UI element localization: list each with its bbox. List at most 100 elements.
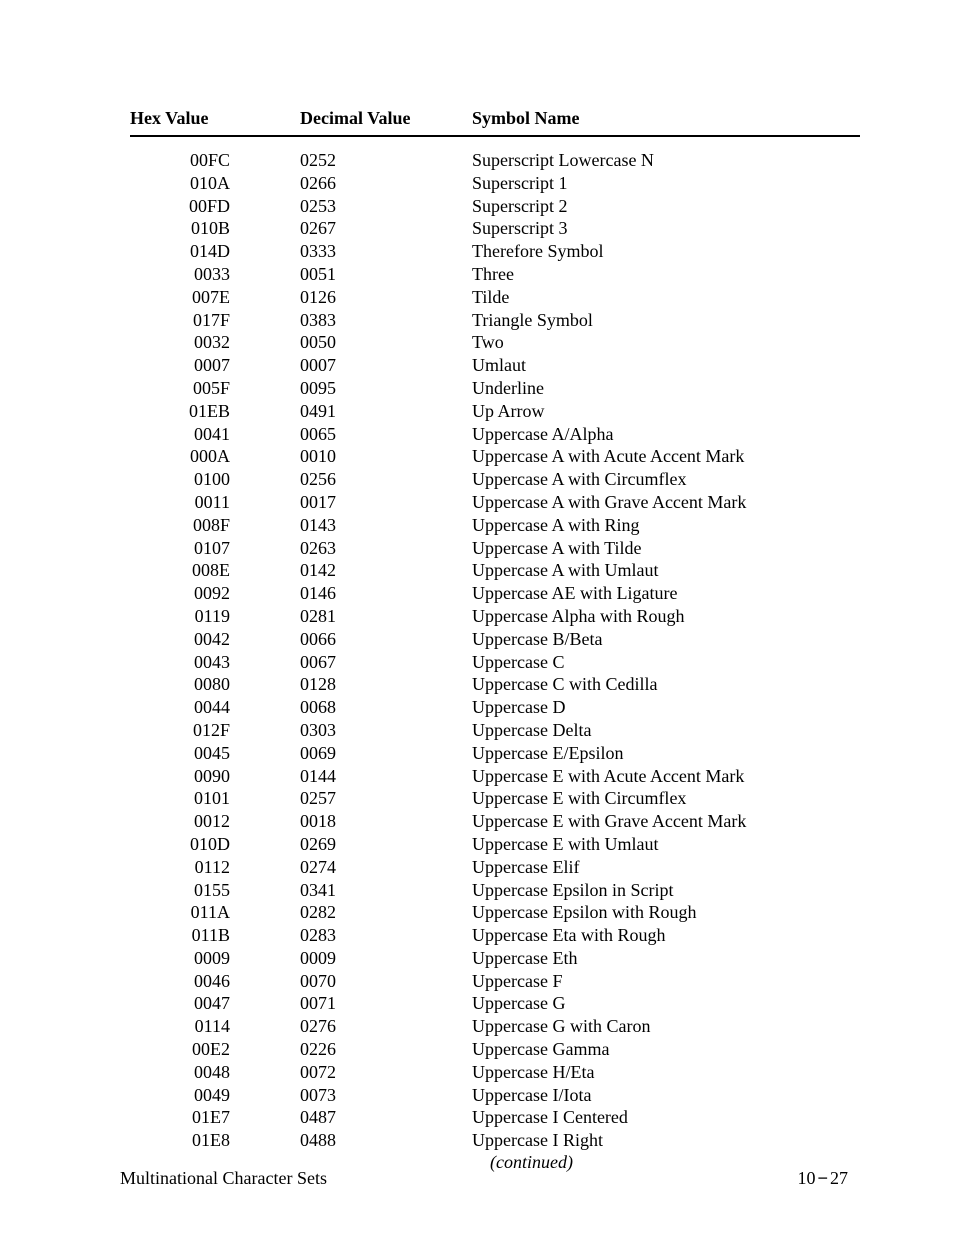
cell-hex: 00FD (130, 195, 300, 218)
cell-dec: 0267 (300, 217, 472, 240)
cell-hex: 01E7 (130, 1106, 300, 1129)
cell-hex: 0049 (130, 1084, 300, 1107)
table-row: 00410065Uppercase A/Alpha (130, 423, 860, 446)
footer-dash: − (815, 1168, 830, 1189)
table-row: 00420066Uppercase B/Beta (130, 628, 860, 651)
cell-name: Three (472, 263, 860, 286)
cell-dec: 0491 (300, 400, 472, 423)
footer-chapter: 10 (797, 1168, 815, 1189)
cell-hex: 0046 (130, 970, 300, 993)
cell-name: Umlaut (472, 354, 860, 377)
cell-name: Uppercase Elif (472, 856, 860, 879)
cell-dec: 0050 (300, 331, 472, 354)
table-row: 00920146Uppercase AE with Ligature (130, 582, 860, 605)
cell-name: Tilde (472, 286, 860, 309)
cell-dec: 0144 (300, 765, 472, 788)
cell-name: Uppercase H/Eta (472, 1061, 860, 1084)
cell-name: Uppercase A with Circumflex (472, 468, 860, 491)
cell-dec: 0283 (300, 924, 472, 947)
cell-hex: 0119 (130, 605, 300, 628)
cell-hex: 0009 (130, 947, 300, 970)
cell-name: Uppercase E with Umlaut (472, 833, 860, 856)
table-body: 00FC0252Superscript Lowercase N010A0266S… (130, 137, 860, 1152)
table-row: 017F0383Triangle Symbol (130, 309, 860, 332)
table-row: 01010257Uppercase E with Circumflex (130, 787, 860, 810)
cell-name: Uppercase E with Circumflex (472, 787, 860, 810)
cell-dec: 0383 (300, 309, 472, 332)
cell-hex: 0007 (130, 354, 300, 377)
cell-hex: 00FC (130, 149, 300, 172)
table-row: 010A0266Superscript 1 (130, 172, 860, 195)
cell-hex: 0041 (130, 423, 300, 446)
footer-title: Multinational Character Sets (120, 1168, 327, 1189)
table-row: 01E80488Uppercase I Right (130, 1129, 860, 1152)
cell-name: Underline (472, 377, 860, 400)
cell-name: Uppercase E with Acute Accent Mark (472, 765, 860, 788)
cell-name: Uppercase Alpha with Rough (472, 605, 860, 628)
table-row: 005F0095Underline (130, 377, 860, 400)
cell-hex: 011B (130, 924, 300, 947)
table-row: 00E20226Uppercase Gamma (130, 1038, 860, 1061)
cell-hex: 0045 (130, 742, 300, 765)
cell-dec: 0256 (300, 468, 472, 491)
cell-name: Uppercase I/Iota (472, 1084, 860, 1107)
cell-dec: 0007 (300, 354, 472, 377)
cell-hex: 0011 (130, 491, 300, 514)
cell-hex: 0092 (130, 582, 300, 605)
cell-hex: 0047 (130, 992, 300, 1015)
cell-dec: 0018 (300, 810, 472, 833)
cell-hex: 0044 (130, 696, 300, 719)
cell-dec: 0281 (300, 605, 472, 628)
cell-name: Uppercase A with Grave Accent Mark (472, 491, 860, 514)
cell-dec: 0142 (300, 559, 472, 582)
cell-name: Superscript 2 (472, 195, 860, 218)
cell-dec: 0070 (300, 970, 472, 993)
table-row: 00450069Uppercase E/Epsilon (130, 742, 860, 765)
table-row: 012F0303Uppercase Delta (130, 719, 860, 742)
cell-name: Uppercase A/Alpha (472, 423, 860, 446)
cell-hex: 000A (130, 445, 300, 468)
cell-dec: 0068 (300, 696, 472, 719)
cell-dec: 0009 (300, 947, 472, 970)
header-hex: Hex Value (130, 108, 300, 129)
symbol-table: Hex Value Decimal Value Symbol Name 00FC… (130, 108, 860, 1173)
cell-name: Superscript Lowercase N (472, 149, 860, 172)
table-row: 00110017Uppercase A with Grave Accent Ma… (130, 491, 860, 514)
cell-name: Uppercase C (472, 651, 860, 674)
header-name: Symbol Name (472, 108, 860, 129)
cell-hex: 008F (130, 514, 300, 537)
cell-name: Uppercase A with Tilde (472, 537, 860, 560)
cell-dec: 0066 (300, 628, 472, 651)
table-row: 00320050Two (130, 331, 860, 354)
cell-name: Uppercase Eth (472, 947, 860, 970)
table-row: 01000256Uppercase A with Circumflex (130, 468, 860, 491)
table-row: 01E70487Uppercase I Centered (130, 1106, 860, 1129)
cell-hex: 0043 (130, 651, 300, 674)
table-row: 00460070Uppercase F (130, 970, 860, 993)
cell-dec: 0067 (300, 651, 472, 674)
cell-dec: 0333 (300, 240, 472, 263)
table-row: 00330051Three (130, 263, 860, 286)
table-row: 01550341Uppercase Epsilon in Script (130, 879, 860, 902)
cell-name: Uppercase E with Grave Accent Mark (472, 810, 860, 833)
cell-hex: 00E2 (130, 1038, 300, 1061)
cell-name: Uppercase E/Epsilon (472, 742, 860, 765)
cell-hex: 0032 (130, 331, 300, 354)
table-row: 011B0283Uppercase Eta with Rough (130, 924, 860, 947)
cell-name: Uppercase Eta with Rough (472, 924, 860, 947)
cell-dec: 0252 (300, 149, 472, 172)
header-dec: Decimal Value (300, 108, 472, 129)
cell-name: Two (472, 331, 860, 354)
cell-name: Uppercase D (472, 696, 860, 719)
cell-name: Uppercase F (472, 970, 860, 993)
table-row: 01EB0491Up Arrow (130, 400, 860, 423)
cell-dec: 0051 (300, 263, 472, 286)
table-row: 01120274Uppercase Elif (130, 856, 860, 879)
footer-page: 10 − 27 (797, 1168, 848, 1189)
table-row: 014D0333Therefore Symbol (130, 240, 860, 263)
cell-dec: 0073 (300, 1084, 472, 1107)
cell-name: Uppercase A with Acute Accent Mark (472, 445, 860, 468)
cell-name: Uppercase Gamma (472, 1038, 860, 1061)
table-row: 01070263Uppercase A with Tilde (130, 537, 860, 560)
cell-dec: 0128 (300, 673, 472, 696)
